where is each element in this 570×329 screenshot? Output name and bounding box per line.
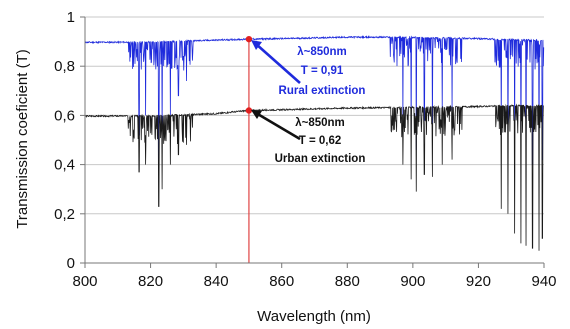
x-axis-label: Wavelength (nm) (257, 308, 371, 325)
x-tick-label: 800 (72, 273, 97, 290)
y-tick-label: 0,8 (54, 58, 75, 75)
x-tick-label: 940 (531, 273, 556, 290)
y-tick-label: 0,2 (54, 206, 75, 223)
series-layer (84, 35, 545, 251)
urban-annotation-line-1: λ~850nm (295, 117, 345, 129)
tick-labels: 0 0,2 0,4 0,6 0,8 1 800 820 840 860 880 900 920 940 (54, 9, 556, 290)
data-point (245, 107, 253, 114)
rural-annotation-title: Rural extinction (279, 85, 366, 97)
y-tick-label: 0,6 (54, 107, 75, 124)
x-tick-label: 860 (269, 273, 294, 290)
rural-annotation-line-1: λ~850nm (297, 46, 347, 58)
urban-annotation-line-2: T = 0,62 (299, 135, 342, 147)
x-tick-label: 840 (204, 273, 229, 290)
series-line (84, 103, 545, 251)
points-layer (245, 35, 253, 114)
axes (80, 16, 545, 268)
x-tick-label: 920 (466, 273, 491, 290)
urban-annotation-title: Urban extinction (275, 153, 366, 165)
data-point (245, 35, 253, 43)
x-tick-label: 820 (138, 273, 163, 290)
x-tick-label: 900 (400, 273, 425, 290)
y-tick-label: 1 (67, 9, 75, 26)
rural-arrow (251, 40, 301, 84)
y-tick-label: 0 (67, 255, 75, 272)
urban-arrow (251, 110, 301, 141)
y-tick-label: 0,4 (54, 157, 75, 174)
rural-annotation-line-2: T = 0,91 (301, 65, 344, 77)
y-axis-label: Transmission coeficient (T) (14, 49, 31, 229)
x-tick-label: 880 (335, 273, 360, 290)
series-line (84, 35, 545, 170)
